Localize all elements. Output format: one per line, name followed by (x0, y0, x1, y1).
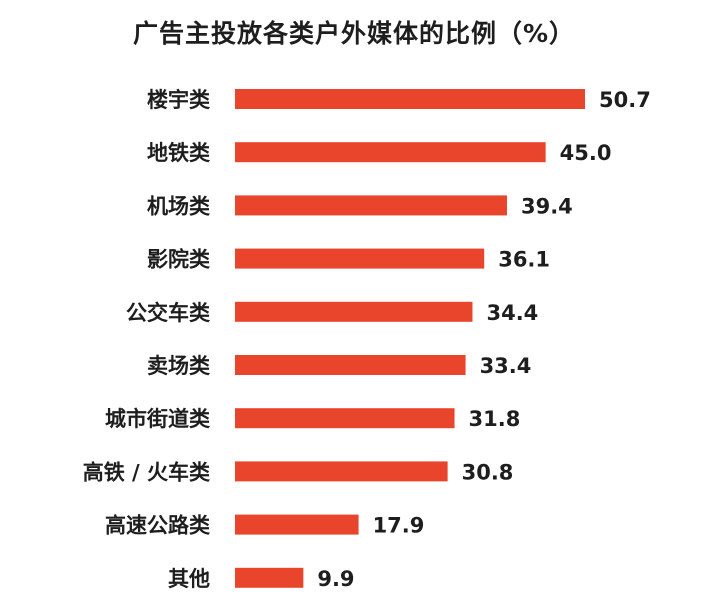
bar (235, 567, 304, 588)
value-label: 17.9 (373, 514, 425, 538)
value-label: 45.0 (560, 141, 612, 165)
bar (235, 301, 473, 322)
bar (235, 89, 585, 109)
value-label: 34.4 (486, 301, 538, 325)
value-label: 36.1 (498, 248, 550, 272)
category-label: 卖场类 (147, 354, 211, 378)
category-label: 机场类 (147, 194, 211, 218)
category-label: 高速公路类 (105, 514, 211, 538)
bar (235, 142, 546, 163)
category-label: 公交车类 (126, 301, 211, 325)
bar (235, 195, 507, 216)
bar (235, 461, 448, 482)
bar (235, 514, 359, 535)
category-label: 其他 (168, 567, 210, 591)
value-label: 33.4 (480, 354, 532, 378)
bar (235, 408, 455, 429)
bar (235, 355, 466, 375)
value-label: 50.7 (599, 88, 651, 112)
bar (235, 248, 485, 269)
category-label: 地铁类 (147, 141, 211, 165)
value-label: 9.9 (317, 567, 354, 591)
value-label: 30.8 (462, 460, 514, 484)
category-label: 高铁 / 火车类 (83, 460, 211, 484)
value-label: 39.4 (521, 194, 573, 218)
category-label: 影院类 (147, 248, 211, 272)
category-label: 城市街道类 (105, 407, 211, 431)
category-label: 楼宇类 (147, 88, 211, 112)
chart-title: 广告主投放各类户外媒体的比例（%） (132, 19, 576, 48)
value-label: 31.8 (469, 407, 521, 431)
